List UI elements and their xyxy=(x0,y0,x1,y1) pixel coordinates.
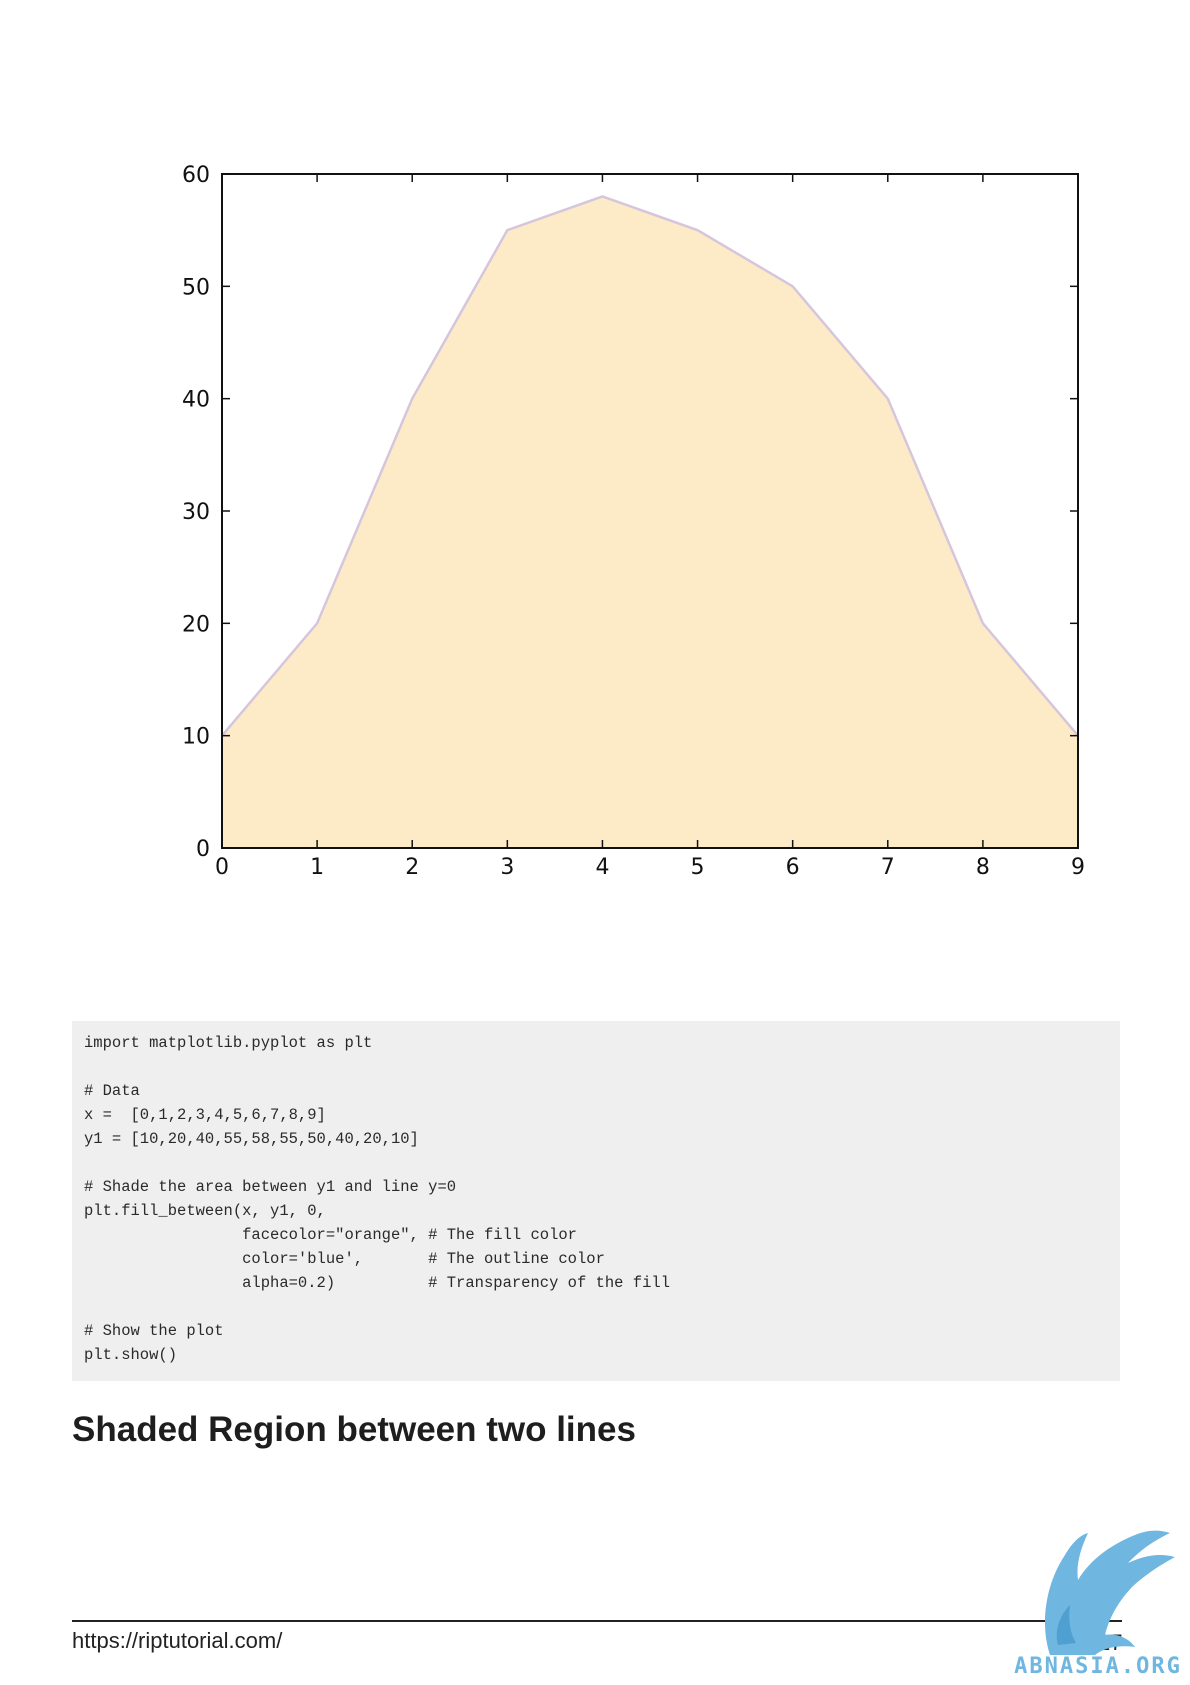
x-tick-label: 0 xyxy=(215,855,229,880)
code-line: x = [0,1,2,3,4,5,6,7,8,9] xyxy=(84,1106,326,1124)
watermark-text: ABNASIA.ORG xyxy=(1014,1654,1182,1679)
code-line: plt.show() xyxy=(84,1346,178,1364)
x-tick-label: 8 xyxy=(976,855,990,880)
area-chart: 0 1 2 3 4 5 6 7 8 9 0 10 20 30 40 50 60 xyxy=(160,160,1160,960)
code-line: y1 = [10,20,40,55,58,55,50,40,20,10] xyxy=(84,1130,419,1148)
footer-divider xyxy=(72,1620,1122,1622)
y-tick-label: 30 xyxy=(182,500,210,525)
code-line: import matplotlib.pyplot as plt xyxy=(84,1034,373,1052)
x-tick-label: 3 xyxy=(500,855,514,880)
x-tick-label: 4 xyxy=(595,855,609,880)
code-line xyxy=(84,1295,1108,1319)
code-line: color='blue', # The outline color xyxy=(84,1250,605,1268)
chart-svg: 0 1 2 3 4 5 6 7 8 9 0 10 20 30 40 50 60 xyxy=(182,163,1085,880)
code-line: # Shade the area between y1 and line y=0 xyxy=(84,1178,457,1196)
y-tick-label: 10 xyxy=(182,725,210,750)
code-line: alpha=0.2) # Transparency of the fill xyxy=(84,1274,670,1292)
griffin-logo-icon: ABNASIA.ORG xyxy=(1014,1530,1182,1679)
code-line: # Data xyxy=(84,1082,140,1100)
y-tick-label: 0 xyxy=(196,837,210,862)
y-tick-label: 20 xyxy=(182,612,210,637)
y-tick-label: 60 xyxy=(182,163,210,188)
watermark-logo: ABNASIA.ORG xyxy=(1010,1505,1190,1680)
code-line xyxy=(84,1151,1108,1175)
code-line: facecolor="orange", # The fill color xyxy=(84,1226,577,1244)
x-tick-label: 7 xyxy=(881,855,895,880)
footer-link[interactable]: https://riptutorial.com/ xyxy=(72,1628,283,1653)
code-block: import matplotlib.pyplot as plt # Data x… xyxy=(72,1021,1120,1381)
area-fill xyxy=(222,196,1078,848)
x-tick-label: 9 xyxy=(1071,855,1085,880)
x-tick-label: 2 xyxy=(405,855,419,880)
code-line: plt.fill_between(x, y1, 0, xyxy=(84,1202,326,1220)
section-heading: Shaded Region between two lines xyxy=(72,1410,636,1449)
x-tick-label: 6 xyxy=(786,855,800,880)
code-line xyxy=(84,1055,1108,1079)
code-line: # Show the plot xyxy=(84,1322,224,1340)
x-tick-label: 5 xyxy=(691,855,705,880)
y-tick-label: 40 xyxy=(182,388,210,413)
x-tick-label: 1 xyxy=(310,855,324,880)
area-outline xyxy=(221,195,1079,737)
y-tick-label: 50 xyxy=(182,275,210,300)
